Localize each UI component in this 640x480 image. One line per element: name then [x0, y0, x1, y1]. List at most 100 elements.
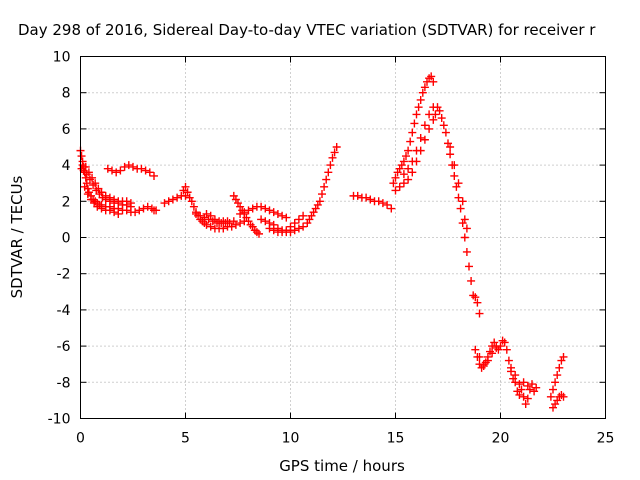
data-point	[412, 110, 421, 119]
data-point	[257, 215, 266, 224]
data-point	[236, 209, 245, 218]
data-point	[523, 381, 532, 390]
data-point	[269, 208, 278, 217]
data-point	[103, 164, 112, 173]
y-axis-title: SDTVAR / TECUs	[8, 175, 26, 298]
data-point	[202, 209, 211, 218]
data-point	[129, 162, 137, 171]
data-point	[427, 72, 436, 81]
data-point	[408, 128, 417, 137]
x-tick-label: 25	[597, 431, 615, 447]
data-point	[496, 342, 505, 351]
data-point	[229, 191, 238, 200]
data-point	[462, 247, 471, 256]
data-point	[532, 383, 541, 392]
data-point	[555, 363, 564, 372]
data-point	[435, 106, 444, 115]
data-point	[257, 202, 266, 211]
y-tick-label: 0	[62, 231, 71, 247]
data-point	[110, 195, 119, 204]
data-point	[439, 121, 448, 130]
data-point	[77, 152, 86, 161]
data-point	[420, 135, 429, 144]
data-point	[108, 166, 116, 175]
data-point	[97, 204, 106, 213]
data-point	[492, 343, 501, 352]
data-point	[179, 186, 188, 195]
data-point	[206, 211, 215, 220]
data-point	[517, 385, 526, 394]
data-point	[460, 233, 469, 242]
data-point	[278, 228, 287, 237]
axis-ticks	[80, 56, 606, 419]
y-tick-label: 10	[53, 50, 71, 66]
data-point	[488, 349, 497, 358]
data-point	[330, 148, 339, 157]
data-point	[192, 209, 200, 218]
data-point	[294, 224, 303, 233]
data-point	[231, 220, 240, 229]
data-point	[441, 128, 450, 137]
data-point	[248, 222, 257, 231]
data-point	[507, 363, 515, 372]
data-point	[429, 77, 438, 86]
data-point	[483, 356, 492, 365]
data-point	[299, 222, 308, 231]
data-point	[324, 168, 333, 177]
data-point	[219, 224, 228, 233]
data-point	[462, 224, 471, 233]
data-point	[210, 215, 219, 224]
data-point	[145, 168, 154, 177]
data-point	[168, 195, 177, 204]
y-tick-label: -6	[57, 339, 71, 355]
data-point	[202, 220, 211, 229]
data-point	[431, 110, 440, 119]
data-point	[326, 161, 335, 170]
data-point	[471, 293, 480, 302]
chart-title: Day 298 of 2016, Sidereal Day-to-day VTE…	[18, 21, 596, 39]
data-point	[416, 133, 425, 142]
data-point	[399, 157, 408, 166]
data-point	[410, 119, 419, 128]
data-point	[511, 378, 520, 387]
data-point	[91, 179, 100, 188]
data-point	[255, 229, 263, 238]
data-point	[425, 124, 434, 133]
data-point	[515, 390, 524, 399]
data-point	[206, 222, 215, 231]
data-point	[408, 168, 417, 177]
data-point	[286, 222, 295, 231]
data-point	[84, 168, 93, 177]
y-tick-label: -2	[57, 267, 71, 283]
data-point	[467, 276, 476, 285]
data-point	[475, 352, 484, 361]
data-point	[318, 190, 326, 199]
data-point	[406, 137, 415, 146]
data-point	[412, 146, 421, 155]
data-point	[187, 197, 196, 206]
data-point	[454, 179, 463, 188]
data-point	[523, 394, 532, 403]
data-point	[97, 188, 106, 197]
data-point	[265, 206, 274, 215]
x-tick-label: 10	[282, 431, 300, 447]
data-point	[261, 217, 270, 226]
data-point	[143, 202, 152, 211]
data-point	[391, 173, 400, 182]
data-point	[399, 179, 408, 188]
data-point	[135, 206, 144, 215]
data-point	[110, 208, 119, 217]
data-point	[122, 197, 131, 206]
plot-frame	[80, 56, 606, 419]
data-point	[546, 392, 555, 401]
data-point	[471, 345, 480, 354]
data-point	[124, 161, 133, 170]
data-point	[164, 197, 173, 206]
data-point	[328, 153, 337, 162]
data-point	[465, 262, 473, 271]
data-point	[116, 166, 125, 175]
data-point	[196, 211, 205, 220]
data-point	[248, 204, 257, 213]
data-point	[437, 114, 446, 123]
